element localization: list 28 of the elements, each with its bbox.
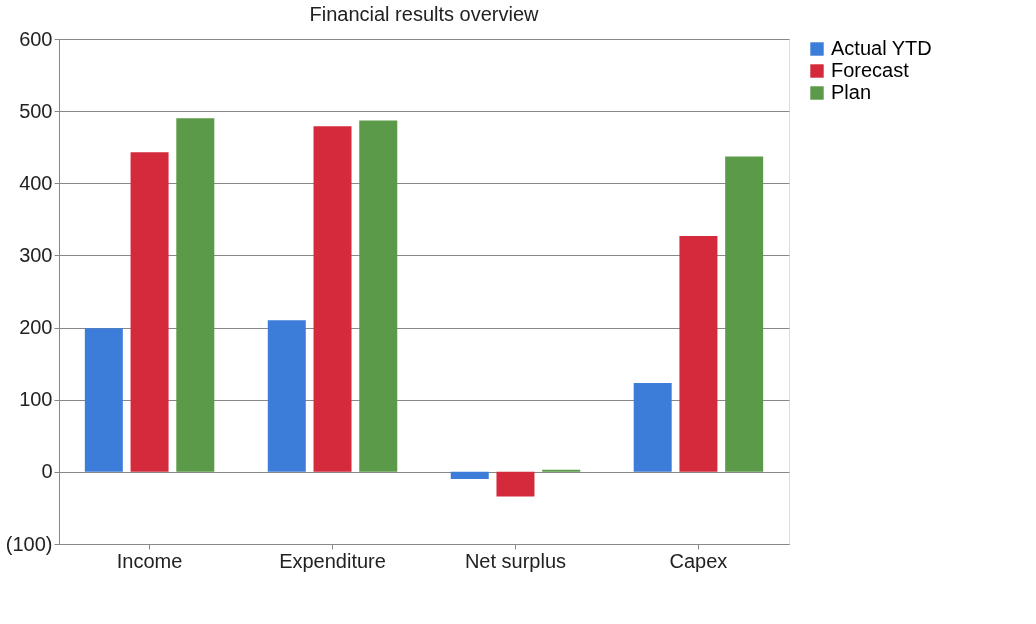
legend-label: Plan <box>831 81 872 103</box>
x-tick-label: Capex <box>669 549 728 572</box>
legend-label: Actual YTD <box>831 37 932 59</box>
x-tick-label: Income <box>116 549 183 572</box>
y-tick-label: 200 <box>19 316 53 339</box>
bar <box>450 471 489 480</box>
y-tick-label: 500 <box>19 99 53 122</box>
y-tick-label: (100) <box>5 532 53 555</box>
chart-title: Financial results overview <box>309 3 540 25</box>
bar <box>130 152 169 472</box>
y-tick-label: 600 <box>19 27 53 50</box>
y-tick-label: 100 <box>19 388 53 411</box>
bar <box>542 469 581 472</box>
y-tick-label: 300 <box>19 243 53 266</box>
x-tick-label: Expenditure <box>279 549 386 572</box>
y-tick-label: 0 <box>41 460 53 483</box>
bar <box>176 118 215 472</box>
y-tick-label: 400 <box>19 171 53 194</box>
bar <box>679 235 718 472</box>
x-tick-label: Net surplus <box>464 549 567 572</box>
bar <box>633 383 672 472</box>
bar <box>267 320 306 472</box>
bar <box>496 471 535 497</box>
bar <box>359 120 398 472</box>
legend-label: Forecast <box>831 59 910 81</box>
bar <box>725 156 764 472</box>
bar <box>313 126 352 472</box>
bar <box>84 328 123 472</box>
